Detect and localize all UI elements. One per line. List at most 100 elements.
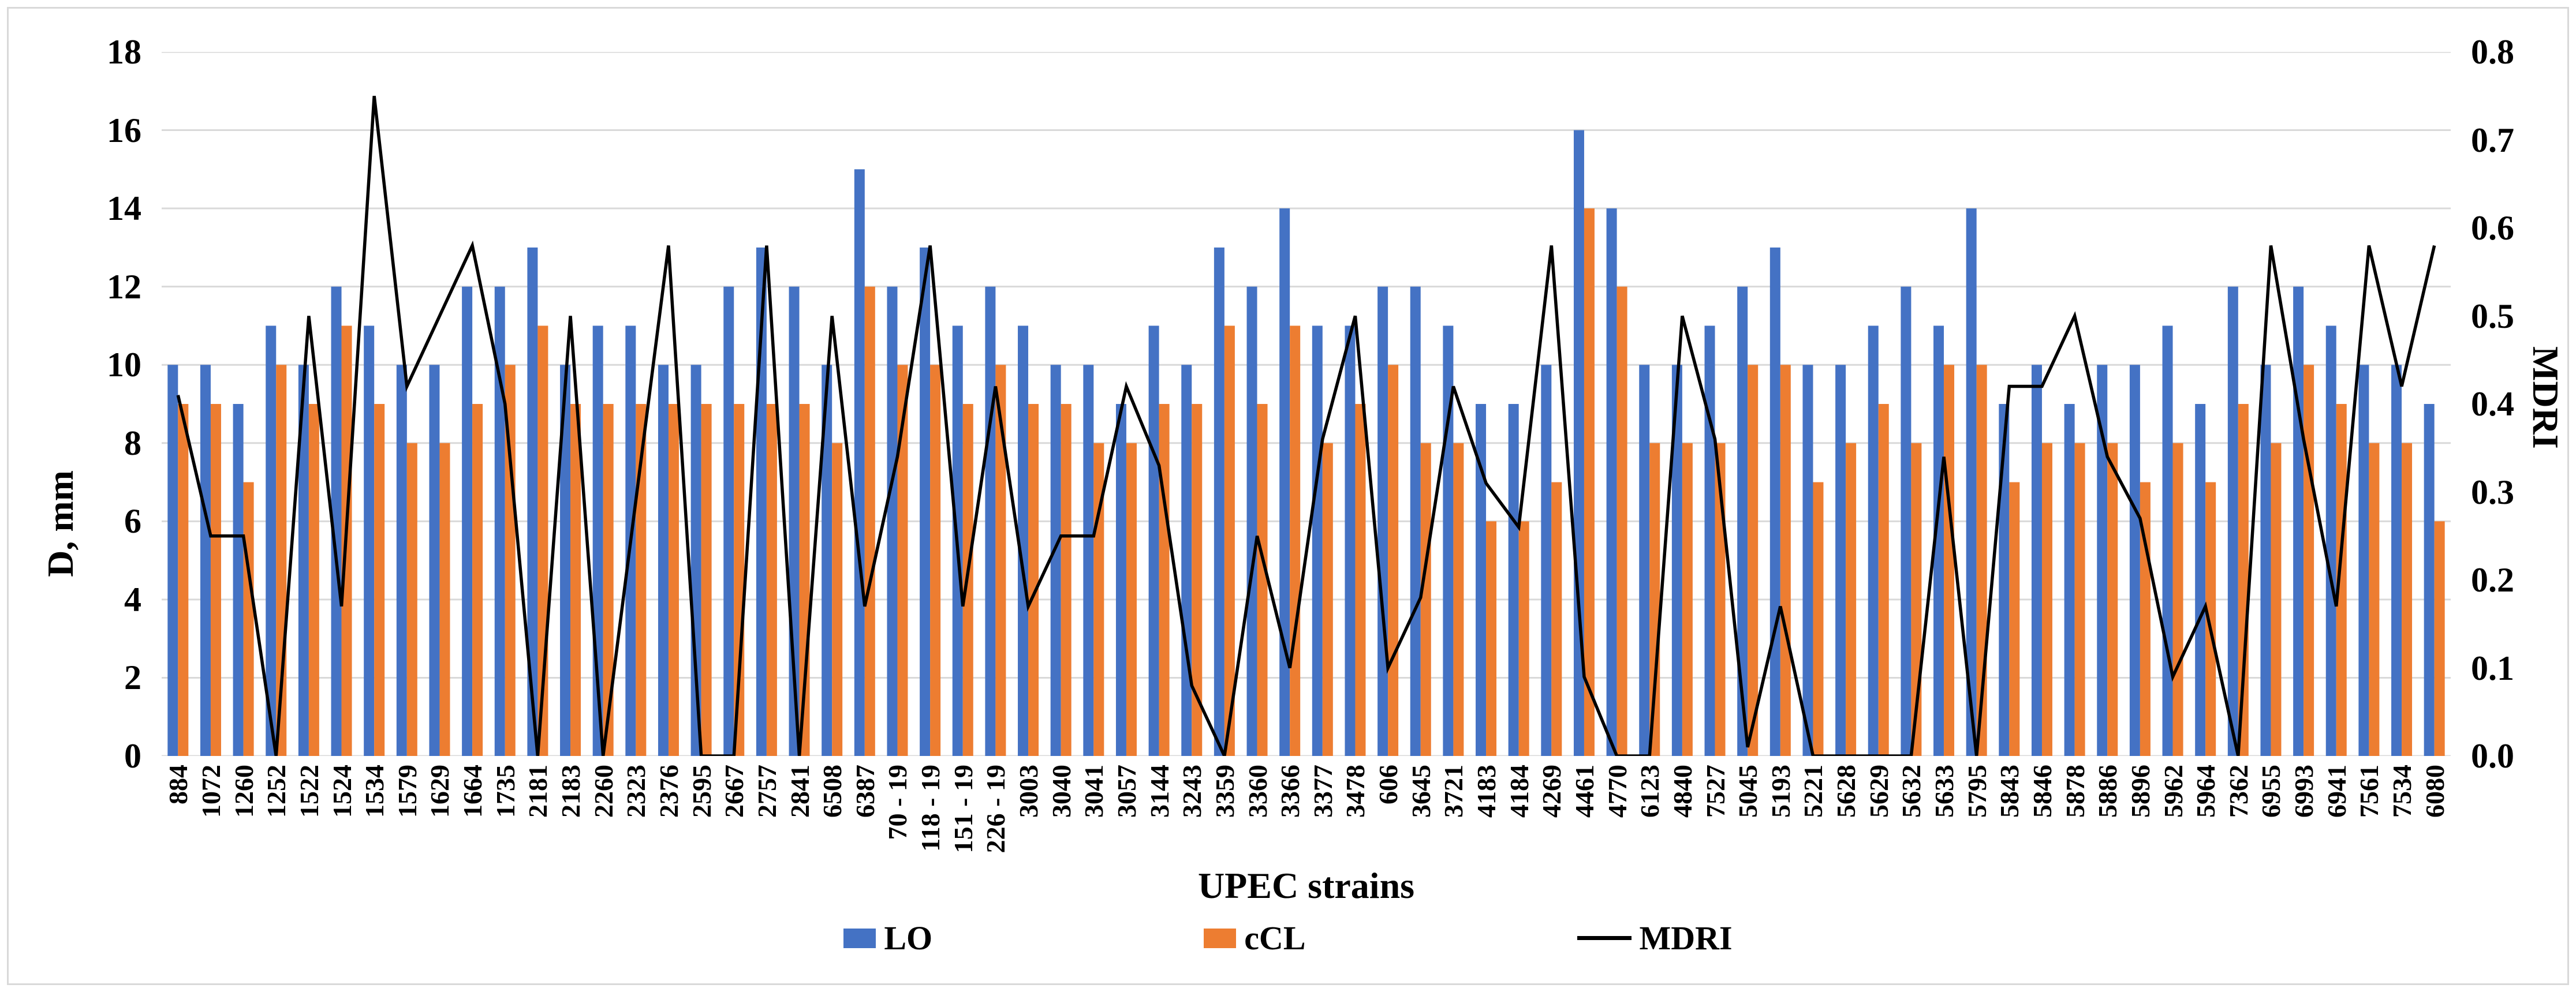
x-axis-tick-label: 3359 bbox=[1209, 765, 1240, 818]
bar-LO-5629 bbox=[1868, 325, 1879, 756]
x-axis-tick-label: 5632 bbox=[1896, 765, 1927, 818]
bar-cCL-3366 bbox=[1290, 325, 1301, 756]
bar-LO-5886 bbox=[2097, 365, 2108, 756]
bar-cCL-1629 bbox=[439, 443, 450, 756]
x-axis-tick-label: 5964 bbox=[2191, 765, 2221, 818]
bar-LO-3243 bbox=[1181, 365, 1192, 756]
bar-cCL-6123 bbox=[1649, 443, 1660, 756]
bar-LO-5632 bbox=[1901, 286, 1912, 757]
bar-LO-4461 bbox=[1573, 130, 1584, 757]
bar-LO-7534 bbox=[2391, 365, 2402, 756]
x-axis-tick-label: 3057 bbox=[1111, 765, 1141, 818]
bar-LO-6508 bbox=[822, 365, 832, 756]
x-axis-tick-label: 5878 bbox=[2060, 765, 2090, 818]
bar-LO-5628 bbox=[1835, 365, 1846, 756]
left-axis-tick: 14 bbox=[107, 189, 141, 228]
x-axis-tick-label: 7527 bbox=[1700, 765, 1730, 818]
bar-cCL-3645 bbox=[1420, 443, 1431, 756]
x-axis-tick-label: 5633 bbox=[1929, 765, 1959, 818]
bar-cCL-5193 bbox=[1780, 365, 1791, 756]
bar-LO-5045 bbox=[1737, 286, 1748, 757]
legend-label: cCL bbox=[1244, 919, 1306, 957]
x-axis-tick-label: 884 bbox=[163, 765, 193, 804]
x-axis-tick-label: 2757 bbox=[752, 765, 782, 818]
x-axis-tick-label: 3721 bbox=[1439, 765, 1469, 818]
bar-cCL-3478 bbox=[1355, 404, 1366, 756]
left-axis-tick: 12 bbox=[107, 267, 141, 306]
bar-LO-5221 bbox=[1802, 365, 1813, 756]
bar-LO-3003 bbox=[1018, 325, 1029, 756]
x-axis-tick-label: 4183 bbox=[1472, 765, 1502, 818]
x-axis-tick-label: 5045 bbox=[1733, 765, 1763, 818]
legend-item-LO: LO bbox=[843, 919, 932, 957]
x-axis-tick-label: 226 - 19 bbox=[981, 765, 1011, 854]
bar-LO-1735 bbox=[494, 286, 505, 757]
x-axis-tick-label: 3040 bbox=[1046, 765, 1076, 818]
legend-line-MDRI-icon bbox=[1577, 936, 1632, 940]
bar-cCL-7362 bbox=[2238, 404, 2249, 756]
bar-LO-7561 bbox=[2358, 365, 2369, 756]
left-axis-tick: 10 bbox=[107, 346, 141, 384]
x-axis-tick-label: 4184 bbox=[1504, 765, 1534, 818]
right-axis-tick: 0.3 bbox=[2471, 473, 2514, 511]
chart-border bbox=[7, 7, 2569, 985]
bar-LO-3645 bbox=[1410, 286, 1421, 757]
plot-svg bbox=[162, 51, 2451, 762]
bar-LO-5633 bbox=[1933, 325, 1944, 756]
bar-LO-1579 bbox=[396, 365, 407, 756]
bar-cCL-6508 bbox=[832, 443, 843, 756]
x-axis-tick-label: 1252 bbox=[262, 765, 292, 818]
x-axis-tick-label: 5962 bbox=[2158, 765, 2188, 818]
x-axis-tick-label: 3366 bbox=[1275, 765, 1305, 818]
x-axis-tick-label: 6080 bbox=[2420, 765, 2450, 818]
bar-cCL-1664 bbox=[472, 404, 483, 756]
x-axis-tick-label: 5629 bbox=[1864, 765, 1894, 818]
bar-LO-5795 bbox=[1966, 208, 1977, 757]
left-axis-tick: 4 bbox=[124, 580, 141, 619]
bar-cCL-5962 bbox=[2172, 443, 2183, 756]
x-axis-tick-label: 2323 bbox=[621, 765, 651, 818]
x-axis-tick-label: 5886 bbox=[2093, 765, 2123, 818]
bar-LO-6080 bbox=[2424, 404, 2435, 756]
bar-LO-1072 bbox=[200, 365, 211, 756]
right-axis-tick: 0.6 bbox=[2471, 209, 2514, 247]
bar-LO-1260 bbox=[233, 404, 244, 756]
bar-cCL-5878 bbox=[2074, 443, 2085, 756]
x-axis-tick-label: 1524 bbox=[327, 765, 357, 818]
x-axis-tick-label: 606 bbox=[1373, 765, 1403, 804]
bar-LO-1534 bbox=[364, 325, 375, 756]
bar-cCL-226 - 19 bbox=[995, 365, 1006, 756]
bar-cCL-118 - 19 bbox=[930, 365, 941, 756]
x-axis-tick-label: 5846 bbox=[2027, 765, 2057, 818]
bar-cCL-7534 bbox=[2402, 443, 2413, 756]
bar-LO-226 - 19 bbox=[985, 286, 996, 757]
bar-LO-2183 bbox=[560, 365, 571, 756]
bar-cCL-5045 bbox=[1748, 365, 1759, 756]
bar-LO-6941 bbox=[2325, 325, 2336, 756]
left-axis-tick: 0 bbox=[124, 737, 141, 775]
bar-LO-5964 bbox=[2195, 404, 2206, 756]
left-axis-tick: 6 bbox=[124, 502, 141, 541]
bar-LO-884 bbox=[167, 365, 178, 756]
bar-LO-6123 bbox=[1639, 365, 1650, 756]
bar-cCL-3040 bbox=[1061, 404, 1072, 756]
bar-cCL-4183 bbox=[1486, 521, 1497, 756]
x-axis-tick-label: 1664 bbox=[458, 765, 488, 818]
bar-cCL-1522 bbox=[308, 404, 319, 756]
bar-LO-2376 bbox=[658, 365, 669, 756]
bar-cCL-606 bbox=[1388, 365, 1399, 756]
x-axis-tick-label: 3478 bbox=[1341, 765, 1371, 818]
legend: LO cCL MDRI bbox=[0, 919, 2576, 957]
x-axis-tick-label: 4461 bbox=[1569, 765, 1599, 818]
bar-cCL-1260 bbox=[243, 482, 254, 756]
x-axis-tick-label: 3003 bbox=[1014, 765, 1044, 818]
bar-cCL-1735 bbox=[505, 365, 516, 756]
bar-LO-3359 bbox=[1214, 247, 1224, 756]
bar-cCL-3144 bbox=[1159, 404, 1170, 756]
bar-LO-1252 bbox=[266, 325, 277, 756]
bar-cCL-5846 bbox=[2041, 443, 2052, 756]
right-axis-tick: 0.2 bbox=[2471, 561, 2514, 599]
bar-cCL-3359 bbox=[1224, 325, 1235, 756]
bar-LO-3360 bbox=[1246, 286, 1257, 757]
x-axis-tick-label: 4770 bbox=[1602, 765, 1632, 818]
